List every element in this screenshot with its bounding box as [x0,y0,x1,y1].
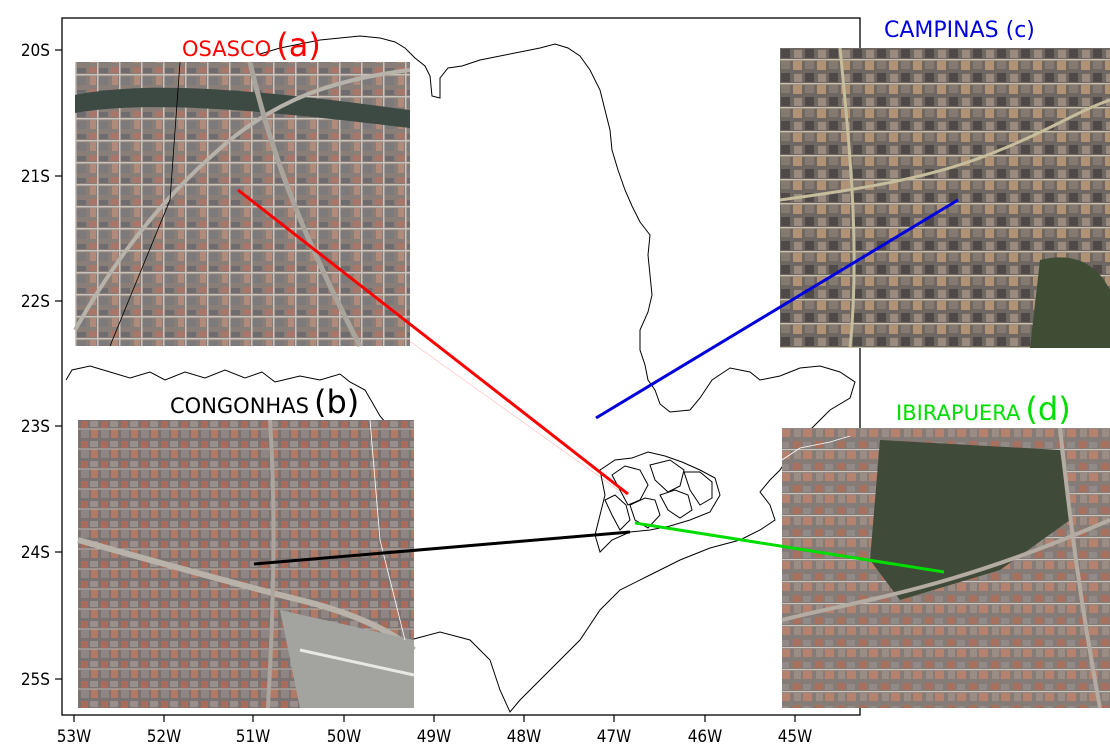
panel-title-campinas: CAMPINAS (c) [884,18,1035,43]
satellite-panel-ibirapuera [781,427,1110,709]
lon-tick-label: 48W [507,727,542,747]
state-outline [65,35,856,713]
satellite-panel-campinas [779,47,1110,349]
lat-tick-label: 23S [21,417,50,437]
lon-tick-label: 53W [57,727,92,747]
lon-tick-label: 47W [597,727,632,747]
lon-tick-label: 45W [778,727,813,747]
connector-line-ibirapuera [634,521,945,574]
lat-tick-label: 20S [21,41,50,61]
lon-tick-label: 46W [688,727,723,747]
park-area [1030,257,1110,348]
panel-title-osasco: OSASCO (a) [182,26,321,64]
river-shape [75,87,410,128]
longitude-axis: 53W 52W 51W 50W 49W 48W 47W 46W 45W [57,715,813,747]
latitude-axis: 20S 21S 22S 23S 24S 25S [21,41,62,690]
lat-tick-label: 22S [21,292,50,312]
lon-tick-label: 49W [417,727,452,747]
connector-line-osasco [237,188,629,496]
lat-tick-label: 21S [21,167,50,187]
satellite-panel-osasco [73,61,411,348]
panel-title-congonhas: CONGONHAS (b) [170,383,359,421]
lat-tick-label: 24S [21,543,50,563]
connector-line-congonhas [253,530,631,566]
connector-line-campinas [595,198,959,420]
panel-title-ibirapuera: IBIRAPUERA (d) [896,390,1071,428]
park-area [870,440,1070,600]
connector-faint-osasco [407,339,629,498]
metro-area-municipalities [594,451,721,553]
satellite-panel-congonhas [77,419,416,709]
map-frame [61,17,861,716]
lat-tick-label: 25S [21,670,50,690]
lon-tick-label: 52W [147,727,182,747]
lon-tick-label: 50W [327,727,362,747]
lon-tick-label: 51W [236,727,271,747]
